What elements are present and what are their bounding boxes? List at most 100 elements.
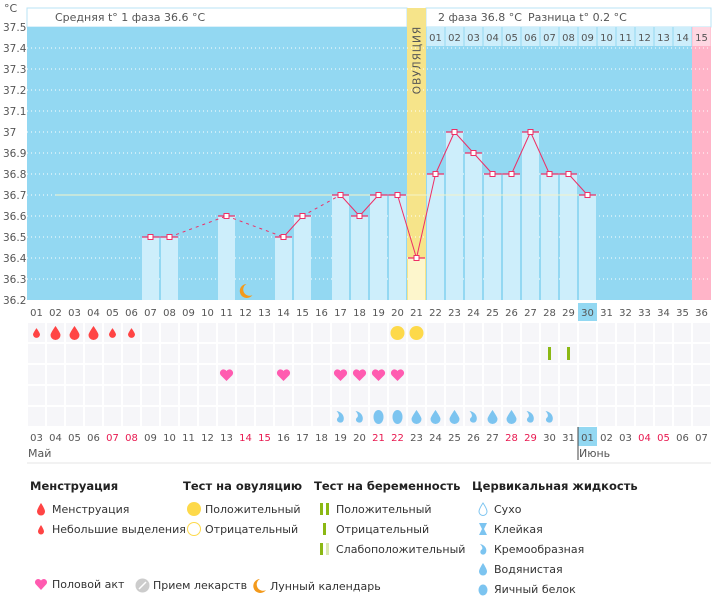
y-tick-label: 36.2: [3, 295, 26, 307]
legend-label: Положительный: [205, 502, 301, 516]
event-cell: [28, 386, 45, 405]
event-cell: [123, 365, 140, 384]
event-cell: [598, 386, 615, 405]
date-label: 15: [258, 433, 271, 444]
y-tick-label: 37: [3, 127, 16, 139]
temperature-line-segment: [473, 152, 493, 175]
legend-label: Прием лекарств: [153, 579, 248, 592]
event-cell: [484, 386, 501, 405]
event-cell: [104, 386, 121, 405]
y-tick-label: 36.7: [3, 190, 26, 202]
temperature-line-segment: [454, 131, 474, 154]
date-label: 18: [315, 433, 328, 444]
legend-medication: Прием лекарств: [131, 578, 247, 593]
legend-label: Небольшие выделения: [52, 522, 186, 536]
temperature-line-segment: [416, 173, 436, 259]
legend-label: Лунный календарь: [270, 579, 381, 593]
phase2-day-cell: [426, 27, 445, 46]
temperature-bar: [218, 216, 235, 300]
event-cell: [674, 323, 691, 342]
cycle-day-label: 16: [315, 308, 328, 319]
event-cell: [674, 386, 691, 405]
event-cell: [123, 344, 140, 363]
event-cell: [389, 344, 406, 363]
temperature-line-segment: [283, 215, 303, 238]
event-cell: [313, 344, 330, 363]
legend-menstruation: Менструация Менструация Небольшие выделе…: [30, 479, 186, 539]
event-cell: [313, 407, 330, 426]
event-cell: [674, 365, 691, 384]
date-label: 05: [68, 433, 81, 444]
cycle-day-label: 01: [30, 308, 43, 319]
event-cell: [693, 365, 710, 384]
date-label: 12: [201, 433, 214, 444]
temperature-bar: [142, 237, 159, 300]
temperature-bar: [465, 153, 482, 300]
cycle-day-label: 21: [410, 308, 423, 319]
event-cell: [617, 407, 634, 426]
cycle-day-label: 12: [239, 308, 252, 319]
phase2-day-label: 07: [543, 33, 556, 44]
date-label: 05: [657, 433, 670, 444]
phase1-average: Средняя t° 1 фаза 36.6 °C: [55, 11, 205, 24]
cycle-day-label: 35: [676, 308, 689, 319]
legend-label: Кремообразная: [494, 542, 585, 556]
ovulation-test-positive-icon: [390, 326, 405, 340]
menstruation-drop-icon: [88, 326, 99, 340]
phase2-day-label: 14: [676, 33, 689, 44]
event-cell: [560, 323, 577, 342]
legend-label: Отрицательный: [205, 522, 299, 536]
event-cell: [389, 386, 406, 405]
event-cell: [142, 365, 159, 384]
temperature-point: [299, 213, 306, 219]
temperature-bar: [294, 216, 311, 300]
event-cell: [142, 407, 159, 426]
phase2-day-label: 06: [524, 33, 537, 44]
phase2-day-cell: [673, 27, 692, 46]
event-cell: [427, 323, 444, 342]
event-cell: [104, 407, 121, 426]
y-tick-label: 36.8: [3, 169, 26, 181]
temperature-line-segment: [435, 131, 455, 175]
event-cell: [408, 365, 425, 384]
event-cell: [370, 323, 387, 342]
event-cell: [313, 386, 330, 405]
ovulation-column: [407, 8, 426, 300]
event-cell: [503, 323, 520, 342]
date-label: 26: [467, 433, 480, 444]
date-label: 07: [695, 433, 708, 444]
legend-title: Тест на беременность: [314, 479, 461, 493]
event-cell: [47, 407, 64, 426]
temperature-point: [565, 171, 572, 177]
cycle-day-label: 17: [334, 308, 347, 319]
event-cell: [560, 386, 577, 405]
temperature-point: [451, 129, 458, 135]
temperature-point: [489, 171, 496, 177]
event-cell: [161, 386, 178, 405]
phase2-day-cell: [597, 27, 616, 46]
event-cell: [655, 344, 672, 363]
heart-icon: [219, 369, 234, 381]
phase2-day-cell: [616, 27, 635, 46]
event-cell: [446, 386, 463, 405]
date-label: 10: [163, 433, 176, 444]
watery-icon: [472, 562, 494, 576]
event-cell: [636, 386, 653, 405]
menstruation-drop-icon: [109, 328, 116, 338]
event-cell: [237, 386, 254, 405]
temperature-point: [356, 213, 363, 219]
cycle-day-label: 23: [448, 308, 461, 319]
cycle-day-label: 19: [372, 308, 385, 319]
legend-label: Яичный белок: [494, 582, 576, 596]
cycle-day-label: 33: [638, 308, 651, 319]
cycle-day-label: 11: [220, 308, 233, 319]
legend-ovulation-test: Тест на овуляцию Положительный Отрицател…: [183, 479, 302, 539]
y-tick-label: 37.4: [3, 43, 27, 55]
temperature-bar: [161, 237, 178, 300]
temperature-bar: [522, 132, 539, 300]
event-cell: [522, 323, 539, 342]
phase2-day-label: 10: [600, 33, 613, 44]
phase2-day-cell: [521, 27, 540, 46]
ovulation-label: ОВУЛЯЦИЯ: [412, 26, 424, 94]
event-cell: [636, 365, 653, 384]
